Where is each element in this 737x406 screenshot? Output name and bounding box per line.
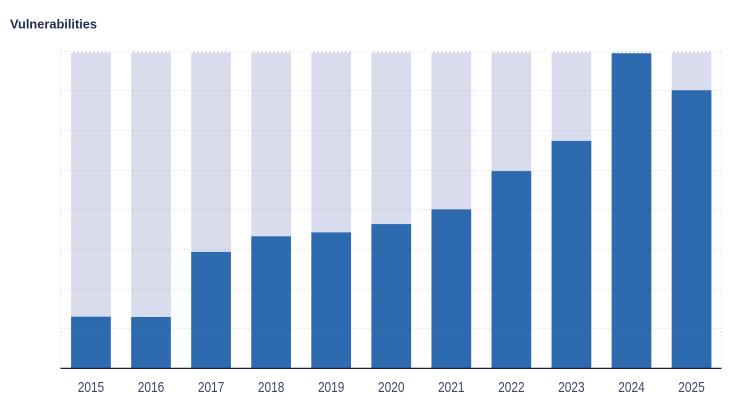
svg-text:2018: 2018 <box>258 380 285 396</box>
svg-text:2021: 2021 <box>438 380 465 396</box>
svg-text:2022: 2022 <box>498 380 525 396</box>
svg-text:2019: 2019 <box>318 380 345 396</box>
svg-text:2024: 2024 <box>618 380 645 396</box>
svg-text:2016: 2016 <box>138 380 165 396</box>
svg-text:2025: 2025 <box>678 380 705 396</box>
svg-text:2020: 2020 <box>378 380 405 396</box>
svg-text:2015: 2015 <box>78 380 105 396</box>
svg-text:2017: 2017 <box>198 380 225 396</box>
svg-text:Vulnerabilities: Vulnerabilities <box>10 17 97 32</box>
svg-text:2023: 2023 <box>558 380 585 396</box>
